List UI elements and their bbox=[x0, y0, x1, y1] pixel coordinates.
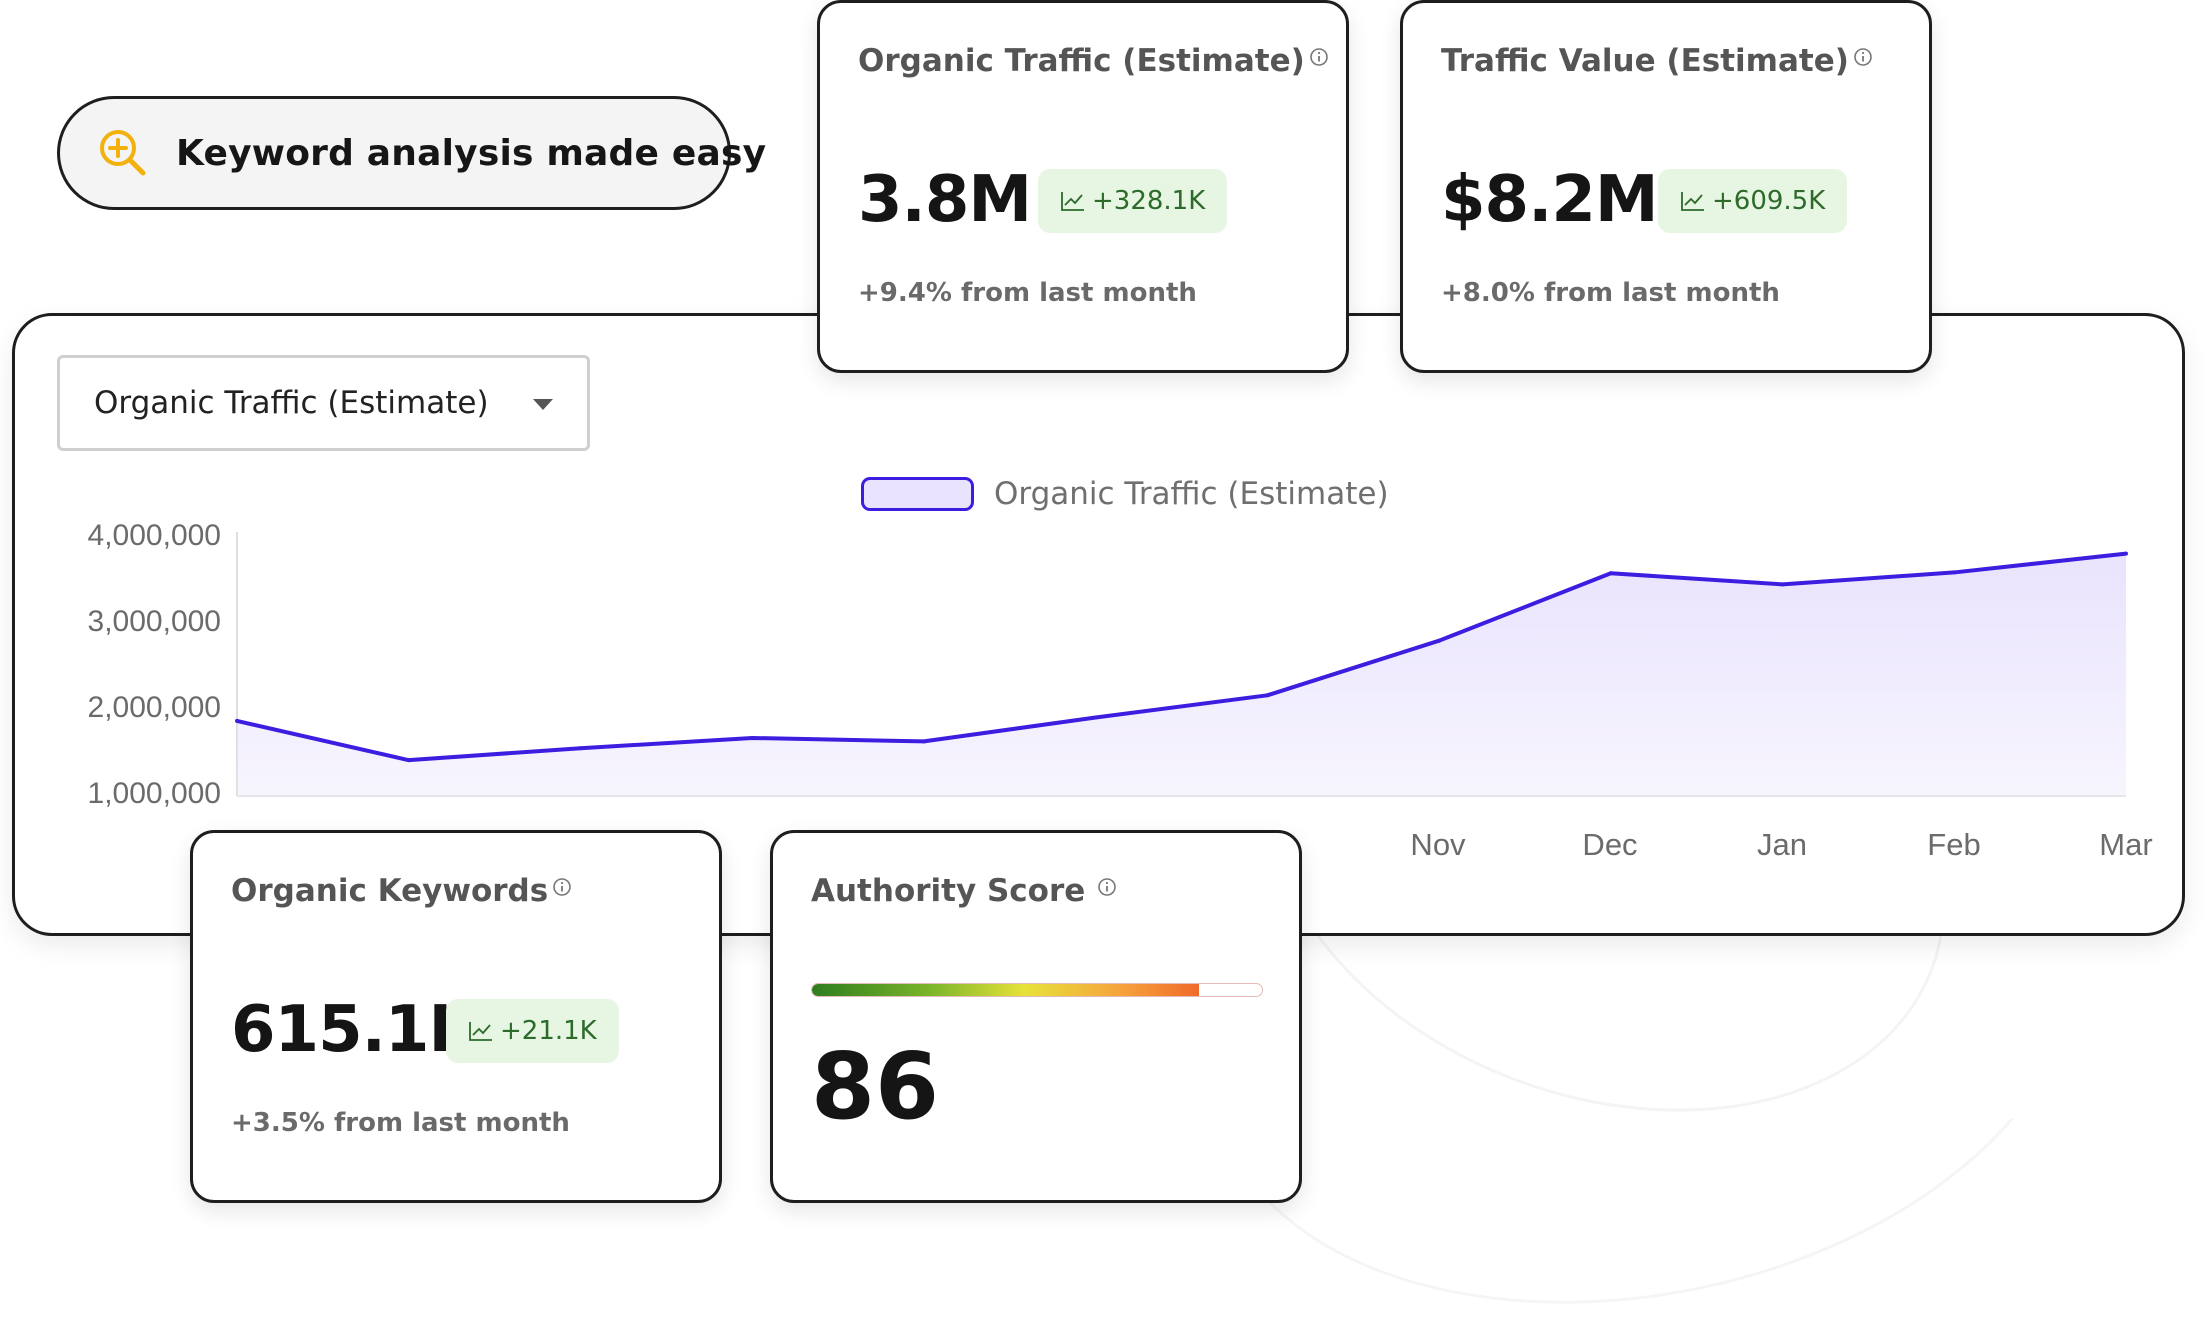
chart-legend[interactable]: Organic Traffic (Estimate) bbox=[861, 476, 1389, 512]
card-title-text: Authority Score bbox=[811, 873, 1086, 909]
keyword-analysis-pill: Keyword analysis made easy bbox=[57, 96, 766, 210]
card-title: Organic Traffic (Estimate) bbox=[858, 43, 1329, 79]
legend-label: Organic Traffic (Estimate) bbox=[994, 476, 1389, 512]
authority-score-bar bbox=[811, 983, 1263, 997]
data-point[interactable] bbox=[1608, 571, 1613, 576]
card-title-text: Traffic Value (Estimate) bbox=[1441, 43, 1849, 79]
card-title: Organic Keywords bbox=[231, 873, 572, 909]
pill-label: Keyword analysis made easy bbox=[176, 132, 767, 174]
trend-up-icon bbox=[468, 1020, 494, 1042]
traffic-area-chart bbox=[235, 532, 2128, 797]
organic-traffic-card: Organic Traffic (Estimate) 3.8M +328.1K … bbox=[817, 0, 1349, 373]
delta-badge: +328.1K bbox=[1038, 169, 1228, 233]
organic-keywords-card: Organic Keywords 615.1K +21.1K +3.5% fro… bbox=[190, 830, 722, 1203]
y-tick-label: 4,000,000 bbox=[87, 519, 221, 552]
card-value: $8.2M bbox=[1441, 163, 1659, 237]
x-tick-label: Dec bbox=[1582, 827, 1638, 862]
data-point[interactable] bbox=[750, 735, 755, 740]
card-value: 615.1K bbox=[231, 993, 478, 1067]
data-point[interactable] bbox=[1265, 693, 1270, 698]
data-point[interactable] bbox=[578, 746, 583, 751]
authority-score-card: Authority Score 86 bbox=[770, 830, 1302, 1203]
card-title-text: Organic Keywords bbox=[231, 873, 549, 909]
data-point[interactable] bbox=[406, 758, 411, 763]
info-icon[interactable] bbox=[1097, 877, 1117, 897]
card-title-text: Organic Traffic (Estimate) bbox=[858, 43, 1305, 79]
card-subtext: +9.4% from last month bbox=[858, 278, 1197, 308]
delta-text: +21.1K bbox=[500, 1016, 597, 1046]
authority-score-fill bbox=[812, 984, 1199, 996]
data-point[interactable] bbox=[1437, 638, 1442, 643]
delta-text: +328.1K bbox=[1092, 186, 1206, 216]
card-subtext: +3.5% from last month bbox=[231, 1108, 570, 1138]
authority-score-value: 86 bbox=[811, 1033, 940, 1140]
x-tick-label: Feb bbox=[1927, 827, 1981, 862]
info-icon[interactable] bbox=[552, 877, 572, 897]
metric-select[interactable]: Organic Traffic (Estimate) bbox=[57, 355, 590, 451]
data-point[interactable] bbox=[1780, 582, 1785, 587]
card-title: Authority Score bbox=[811, 873, 1117, 909]
series-area bbox=[237, 553, 2126, 796]
data-point[interactable] bbox=[1093, 715, 1098, 720]
metric-select-value: Organic Traffic (Estimate) bbox=[94, 385, 489, 421]
legend-swatch bbox=[861, 477, 974, 511]
data-point[interactable] bbox=[235, 718, 239, 723]
trend-up-icon bbox=[1680, 190, 1706, 212]
data-point[interactable] bbox=[2124, 551, 2128, 556]
info-icon[interactable] bbox=[1853, 47, 1873, 67]
caret-down-icon bbox=[533, 399, 553, 410]
traffic-value-card: Traffic Value (Estimate) $8.2M +609.5K +… bbox=[1400, 0, 1932, 373]
data-point[interactable] bbox=[921, 739, 926, 744]
info-icon[interactable] bbox=[1309, 47, 1329, 67]
card-value: 3.8M bbox=[858, 163, 1032, 237]
y-tick-label: 1,000,000 bbox=[87, 777, 221, 810]
card-subtext: +8.0% from last month bbox=[1441, 278, 1780, 308]
card-title: Traffic Value (Estimate) bbox=[1441, 43, 1873, 79]
search-plus-icon bbox=[96, 126, 150, 180]
delta-text: +609.5K bbox=[1712, 186, 1826, 216]
data-point[interactable] bbox=[1952, 570, 1957, 575]
series-line bbox=[236, 551, 2127, 763]
y-tick-label: 3,000,000 bbox=[87, 605, 221, 638]
x-tick-label: Mar bbox=[2099, 827, 2153, 862]
y-tick-label: 2,000,000 bbox=[87, 691, 221, 724]
delta-badge: +21.1K bbox=[446, 999, 619, 1063]
delta-badge: +609.5K bbox=[1658, 169, 1848, 233]
x-tick-label: Nov bbox=[1410, 827, 1466, 862]
trend-up-icon bbox=[1060, 190, 1086, 212]
x-tick-label: Jan bbox=[1757, 827, 1807, 862]
